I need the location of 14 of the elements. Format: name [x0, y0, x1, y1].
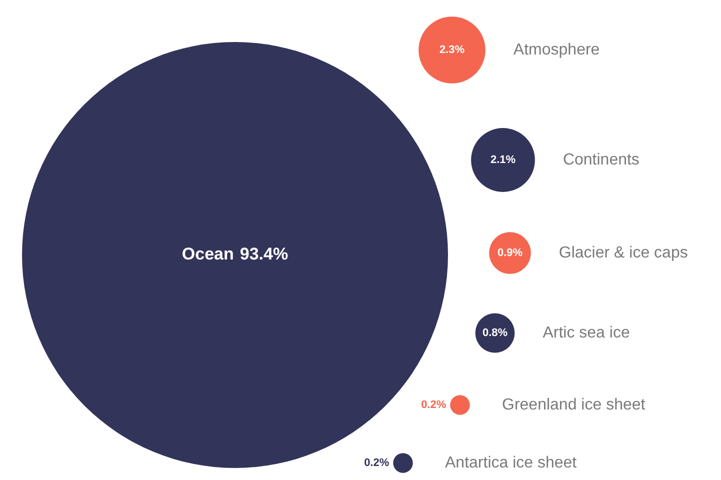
category-label: Antartica ice sheet — [445, 454, 578, 472]
category-label: Continents — [562, 151, 640, 168]
data-label: 0.2% — [421, 399, 446, 412]
data-label: 2.1% — [490, 154, 516, 166]
category-label: Atmosphere — [513, 41, 600, 58]
category-label: Glacier & ice caps — [558, 244, 688, 262]
data-label: 0.9% — [497, 247, 523, 260]
category-label: Greenland ice sheet — [502, 396, 646, 414]
category-label: Ocean — [182, 244, 234, 264]
category-label: Artic sea ice — [542, 324, 630, 342]
data-label: 2.3% — [439, 44, 465, 56]
data-label: 0.2% — [364, 457, 390, 470]
data-label: 93.4% — [240, 244, 288, 264]
data-label: 0.8% — [482, 327, 508, 340]
